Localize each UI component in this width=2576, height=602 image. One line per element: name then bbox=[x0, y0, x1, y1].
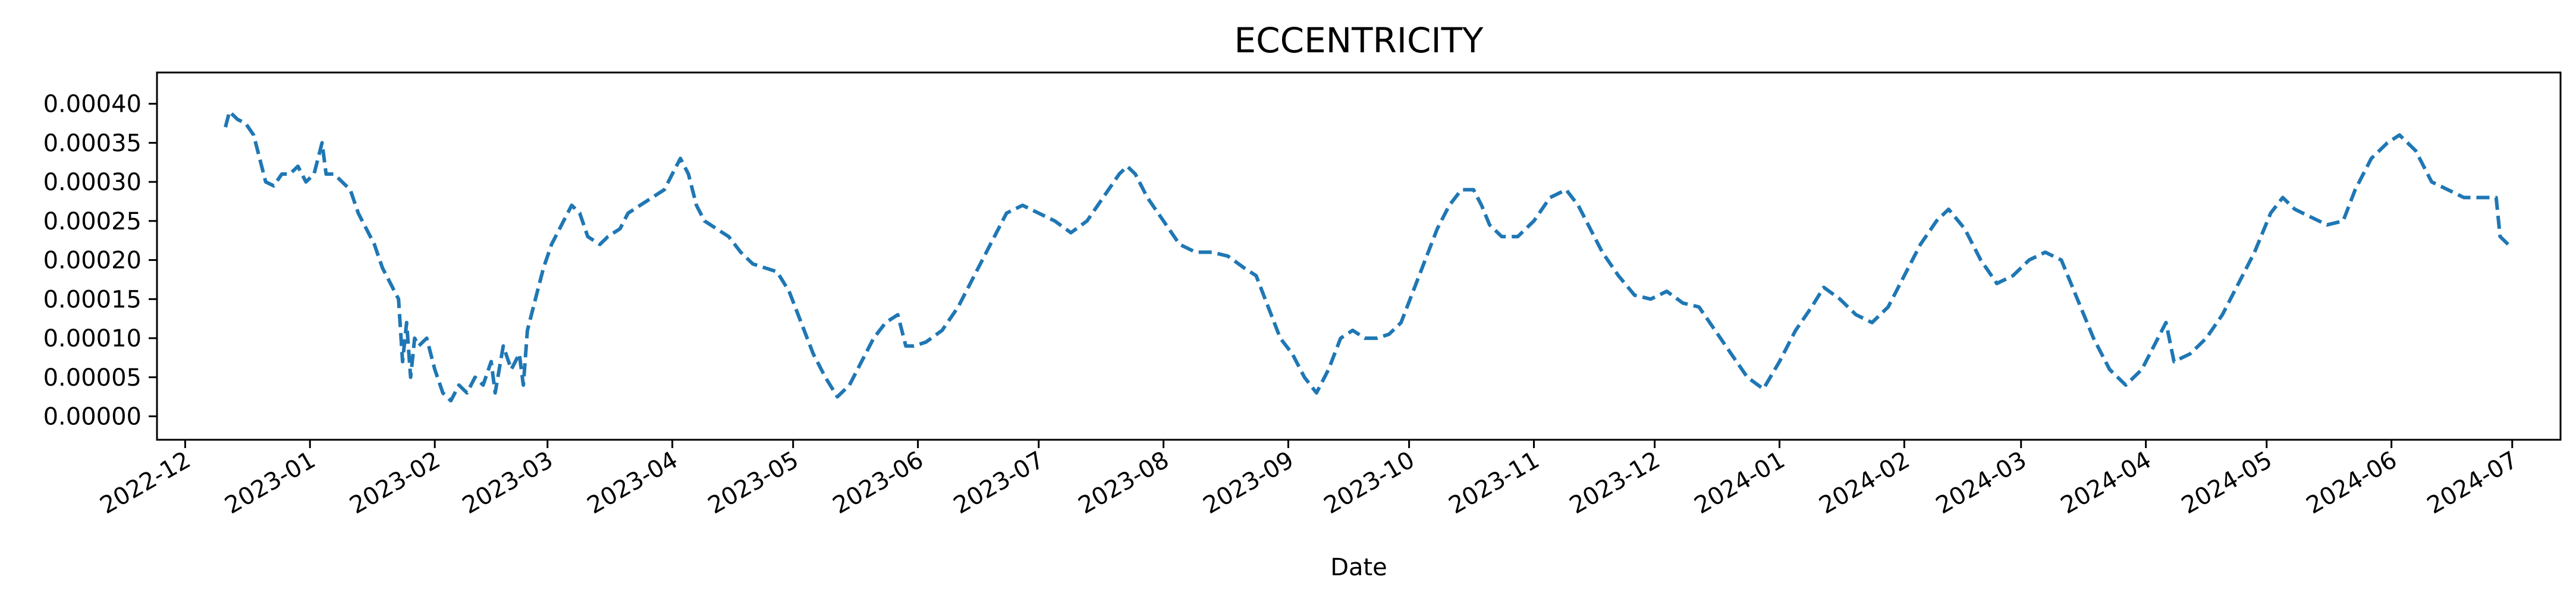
y-tick-label: 0.00005 bbox=[43, 364, 142, 392]
y-tick-label: 0.00030 bbox=[43, 169, 142, 196]
y-tick-label: 0.00025 bbox=[43, 208, 142, 235]
chart-title: ECCENTRICITY bbox=[1234, 20, 1484, 61]
y-tick-label: 0.00020 bbox=[43, 247, 142, 275]
y-tick-label: 0.00015 bbox=[43, 286, 142, 313]
eccentricity-series-line bbox=[224, 109, 2510, 403]
y-tick-label: 0.00010 bbox=[43, 325, 142, 352]
y-axis-ticks: 0.00000 0.00005 0.00010 0.00015 0.00020 0.000… bbox=[43, 91, 157, 431]
y-tick-label: 0.00040 bbox=[43, 91, 142, 118]
y-tick-label: 0.00035 bbox=[43, 130, 142, 157]
plot-area-frame bbox=[156, 71, 2562, 441]
x-axis-label: Date bbox=[1330, 554, 1387, 581]
y-tick-label: 0.00000 bbox=[43, 404, 142, 431]
